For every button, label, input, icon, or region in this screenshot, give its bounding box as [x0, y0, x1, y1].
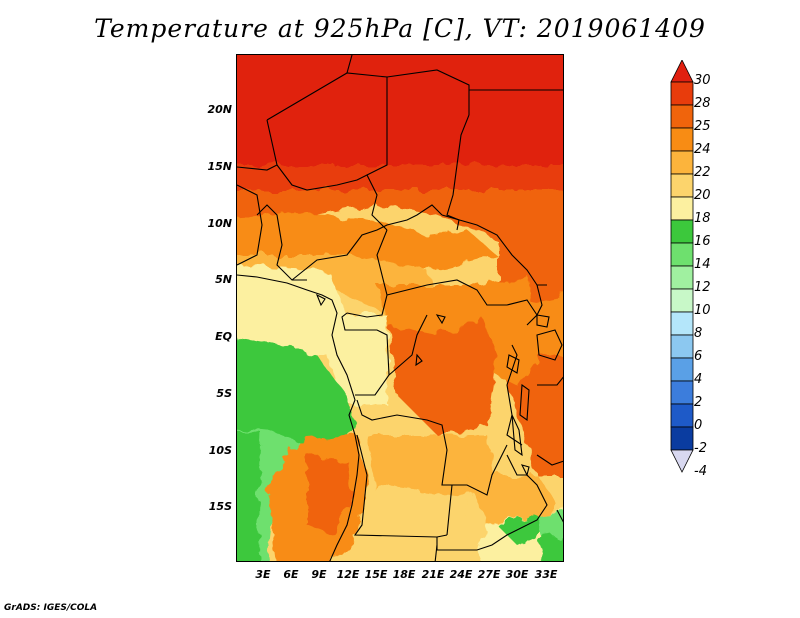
colorbar-segment [670, 403, 694, 428]
colorbar-top-arrow [670, 60, 694, 83]
colorbar-label: 25 [694, 119, 711, 134]
colorbar-label: 6 [694, 349, 703, 364]
colorbar-label: 28 [694, 96, 711, 111]
colorbar-label: -4 [694, 464, 707, 479]
x-tick-label: 18E [392, 568, 416, 581]
colorbar-segment [670, 380, 694, 405]
colorbar-label: 22 [694, 165, 711, 180]
colorbar-label: 18 [694, 211, 711, 226]
colorbar-segment [670, 311, 694, 336]
x-tick-label: 21E [421, 568, 445, 581]
colorbar-label: 4 [694, 372, 703, 387]
colorbar-segment [670, 219, 694, 244]
y-tick-label: 15N [207, 160, 232, 173]
colorbar-label: 8 [694, 326, 703, 341]
colorbar-segment [670, 265, 694, 290]
coastline [237, 274, 360, 561]
country-borders [237, 55, 563, 561]
colorbar-segment [670, 104, 694, 129]
colorbar-segment [670, 242, 694, 267]
y-tick-label: 5N [215, 273, 232, 286]
temperature-map [236, 54, 564, 562]
x-tick-label: 24E [449, 568, 473, 581]
y-tick-label: 15S [208, 500, 232, 513]
colorbar-segment [670, 196, 694, 221]
x-tick-label: 27E [477, 568, 501, 581]
x-tick-label: 12E [336, 568, 360, 581]
map-canvas [237, 55, 563, 561]
x-tick-label: 6E [283, 568, 299, 581]
colorbar-segment [670, 127, 694, 152]
colorbar-label: 0 [694, 418, 703, 433]
colorbar-segment [670, 81, 694, 106]
y-tick-label: 20N [207, 103, 232, 116]
colorbar [670, 60, 694, 473]
colorbar-label: 14 [694, 257, 711, 272]
temperature-field [237, 55, 563, 561]
colorbar-label: -2 [694, 441, 707, 456]
colorbar-label: 20 [694, 188, 711, 203]
x-tick-label: 30E [505, 568, 529, 581]
x-tick-label: 9E [311, 568, 327, 581]
colorbar-label: 30 [694, 73, 711, 88]
chart-title: Temperature at 925hPa [C], VT: 201906140… [94, 14, 706, 43]
colorbar-segment [670, 150, 694, 175]
colorbar-segment [670, 426, 694, 451]
colorbar-segment [670, 334, 694, 359]
x-tick-label: 15E [364, 568, 388, 581]
credit-text: GrADS: IGES/COLA [4, 603, 98, 613]
colorbar-bottom-arrow [670, 449, 694, 473]
y-tick-label: 5S [216, 387, 232, 400]
colorbar-segment [670, 357, 694, 382]
colorbar-label: 12 [694, 280, 711, 295]
y-tick-label: EQ [215, 330, 232, 343]
colorbar-segment [670, 173, 694, 198]
colorbar-label: 10 [694, 303, 711, 318]
x-tick-label: 33E [534, 568, 558, 581]
x-tick-label: 3E [255, 568, 271, 581]
colorbar-segment [670, 288, 694, 313]
y-tick-label: 10S [208, 444, 232, 457]
colorbar-label: 24 [694, 142, 711, 157]
lake-outlines [315, 293, 563, 477]
y-tick-label: 10N [207, 217, 232, 230]
colorbar-label: 16 [694, 234, 711, 249]
colorbar-label: 2 [694, 395, 703, 410]
